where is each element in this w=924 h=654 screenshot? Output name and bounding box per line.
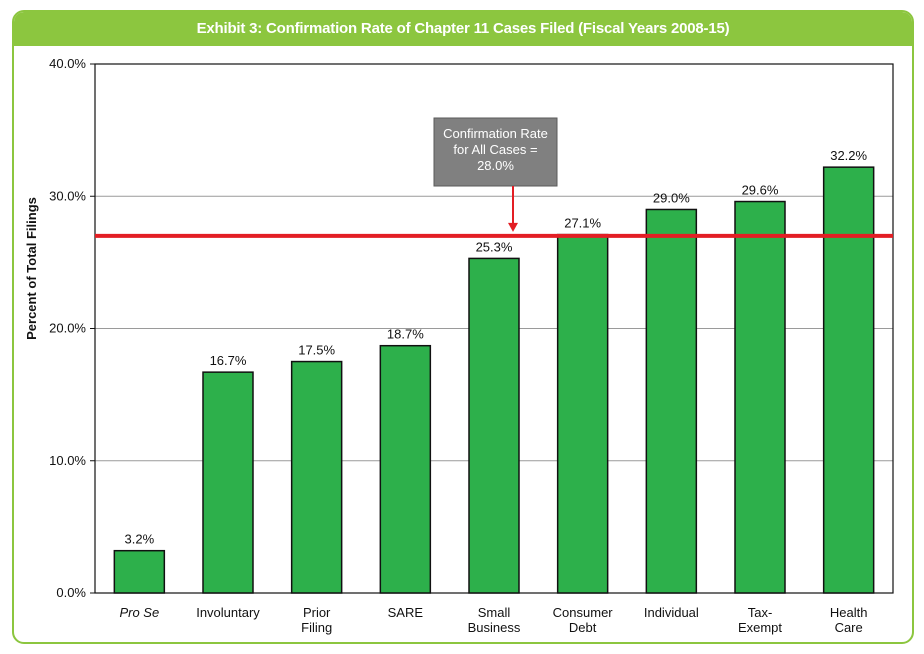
callout-text: for All Cases = — [453, 142, 537, 157]
data-label: 32.2% — [830, 148, 867, 163]
data-label: 17.5% — [298, 343, 335, 358]
chart-title: Exhibit 3: Confirmation Rate of Chapter … — [14, 12, 912, 46]
x-tick-label: Care — [835, 620, 863, 635]
y-axis-label: Percent of Total Filings — [24, 197, 39, 340]
bar — [379, 344, 432, 594]
arrow-head — [508, 222, 518, 232]
x-tick-label: Health — [830, 605, 868, 620]
y-tick-label: 30.0% — [49, 188, 86, 203]
callout-box — [433, 117, 558, 187]
y-tick-label: 0.0% — [56, 585, 86, 600]
x-tick-label: Involuntary — [196, 605, 260, 620]
callout-text: 28.0% — [477, 158, 514, 173]
bar — [290, 360, 343, 594]
data-label: 29.0% — [653, 190, 690, 205]
data-label: 25.3% — [476, 239, 513, 254]
y-tick-label: 20.0% — [49, 321, 86, 336]
x-tick-label: SARE — [388, 605, 424, 620]
x-tick-label: Business — [468, 620, 521, 635]
bar — [202, 371, 254, 594]
x-tick-label: Filing — [301, 620, 332, 635]
data-label: 3.2% — [125, 532, 155, 547]
x-tick-label: Individual — [644, 605, 699, 620]
y-tick-label: 10.0% — [49, 453, 86, 468]
x-tick-label: Exempt — [738, 620, 782, 635]
x-tick-label: Prior — [303, 605, 331, 620]
x-tick-label: Small — [478, 605, 511, 620]
bar — [822, 166, 875, 594]
callout-text: Confirmation Rate — [443, 126, 548, 141]
bar — [113, 549, 166, 594]
x-tick-label: Pro Se — [119, 605, 159, 620]
bar — [645, 208, 698, 594]
x-tick-label: Consumer — [553, 605, 614, 620]
x-tick-label: Tax- — [748, 605, 773, 620]
data-label: 29.6% — [742, 183, 779, 198]
bar — [556, 233, 609, 594]
bar — [734, 200, 786, 594]
x-tick-label: Debt — [569, 620, 597, 635]
data-label: 18.7% — [387, 327, 424, 342]
bar — [468, 257, 520, 594]
y-tick-label: 40.0% — [49, 56, 86, 71]
data-label: 27.1% — [564, 216, 601, 231]
data-label: 16.7% — [210, 353, 247, 368]
